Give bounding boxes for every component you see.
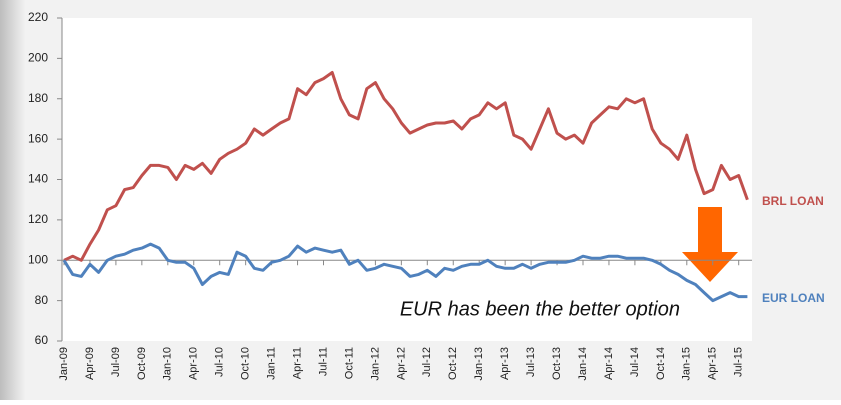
x-tick-label: Apr-14	[603, 347, 615, 380]
y-tick-label: 180	[28, 91, 48, 105]
x-tick-label: Jan-14	[577, 347, 589, 381]
x-tick-label: Oct-10	[240, 347, 252, 380]
x-tick-label: Jul-11	[317, 347, 329, 376]
x-tick-label: Jan-15	[681, 347, 693, 381]
x-tick-label: Apr-12	[395, 347, 407, 380]
x-tick-label: Oct-11	[343, 347, 355, 379]
x-tick-label: Jul-09	[110, 347, 122, 377]
x-tick-label: Oct-14	[655, 347, 667, 380]
y-tick-label: 140	[28, 172, 48, 186]
legend-label: BRL LOAN	[762, 194, 824, 208]
y-tick-label: 160	[28, 131, 48, 145]
series-line	[62, 242, 748, 303]
y-tick-label: 220	[28, 10, 48, 24]
y-tick-label: 80	[35, 293, 49, 307]
x-tick-label: Apr-15	[707, 347, 719, 380]
x-tick-label: Jul-10	[214, 347, 226, 377]
arrow	[682, 207, 738, 282]
y-tick-label: 60	[35, 333, 49, 347]
x-tick-label: Apr-09	[84, 347, 96, 380]
x-tick-label: Jul-15	[733, 347, 745, 377]
x-tick-label: Jul-14	[629, 347, 641, 377]
x-tick-label: Oct-12	[447, 347, 459, 380]
y-tick-label: 120	[28, 212, 48, 226]
x-tick-label: Apr-13	[499, 347, 511, 380]
x-tick-label: Apr-10	[188, 347, 200, 380]
x-tick-label: Apr-11	[291, 347, 303, 379]
x-tick-label: Jan-13	[473, 347, 485, 381]
x-tick-label: Oct-09	[136, 347, 148, 380]
y-tick-label: 200	[28, 51, 48, 65]
series-line	[63, 71, 749, 262]
plot-area	[62, 18, 752, 341]
annotation: EUR has been the better option	[400, 298, 680, 320]
x-tick-label: Jan-11	[266, 347, 278, 380]
x-tick-label: Jul-12	[421, 347, 433, 377]
x-tick-label: Jul-13	[525, 347, 537, 377]
x-tick-label: Jan-09	[58, 347, 70, 381]
x-tick-label: Jan-10	[162, 347, 174, 381]
y-tick-label: 100	[28, 252, 48, 266]
x-tick-label: Oct-13	[551, 347, 563, 380]
legend-label: EUR LOAN	[762, 291, 825, 305]
x-tick-label: Jan-12	[369, 347, 381, 381]
